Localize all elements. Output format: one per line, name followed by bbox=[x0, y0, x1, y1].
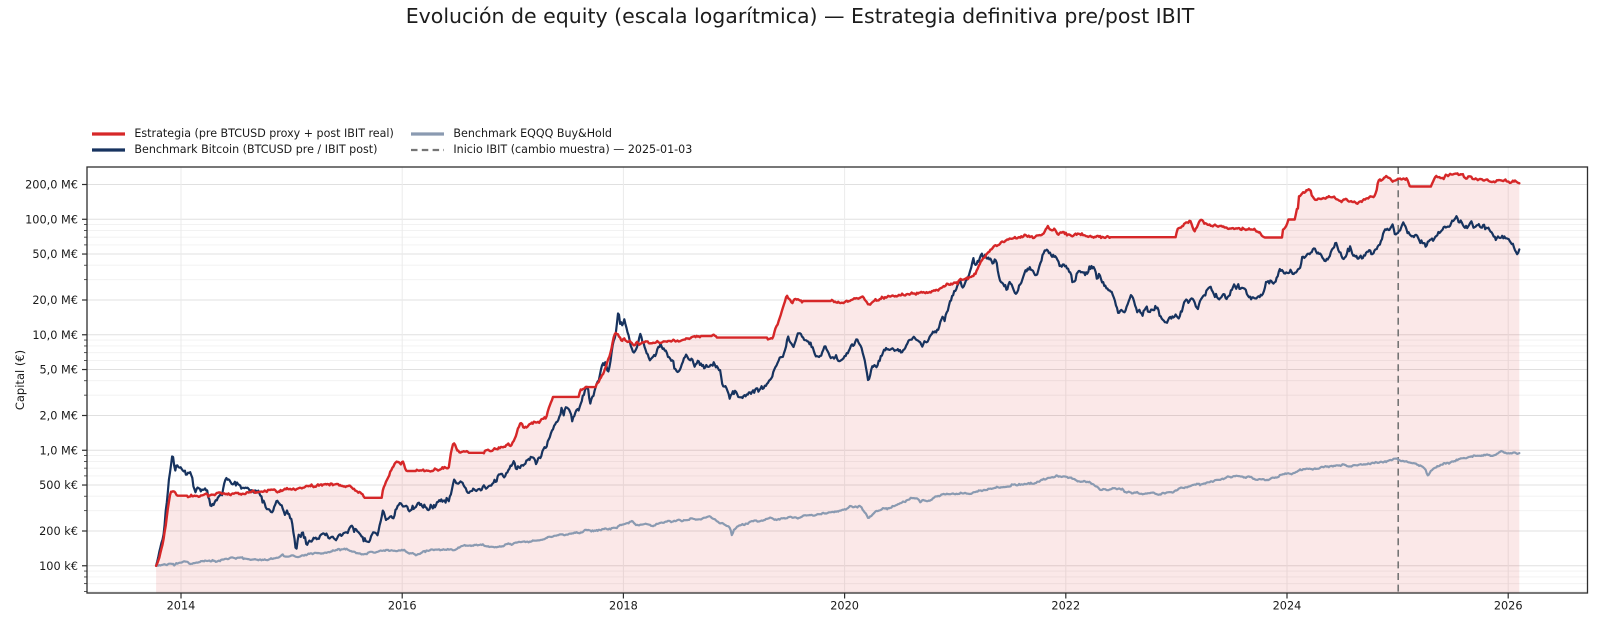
legend-item-benchmark-eqqq: Benchmark EQQQ Buy&Hold bbox=[410, 126, 692, 142]
legend-label-inicio-ibit: Inicio IBIT (cambio muestra) — 2025-01-0… bbox=[453, 143, 693, 157]
grid bbox=[87, 167, 1588, 593]
legend-line-eqqq-icon bbox=[411, 132, 444, 136]
legend-line-estrategia-icon bbox=[92, 132, 125, 136]
x-tick-label: 2022 bbox=[1051, 600, 1080, 613]
y-tick-label: 200,0 M€ bbox=[25, 179, 78, 192]
y-tick-label: 2,0 M€ bbox=[40, 410, 79, 423]
legend-label-estrategia: Estrategia (pre BTCUSD proxy + post IBIT… bbox=[134, 127, 394, 141]
x-tick-label: 2024 bbox=[1273, 600, 1302, 613]
y-tick-label: 10,0 M€ bbox=[32, 329, 78, 342]
y-tick-label: 5,0 M€ bbox=[40, 364, 79, 377]
x-tick-label: 2018 bbox=[609, 600, 638, 613]
x-tick-label: 2020 bbox=[830, 600, 859, 613]
y-tick-label: 500 k€ bbox=[39, 479, 78, 492]
legend-label-benchmark-eqqq: Benchmark EQQQ Buy&Hold bbox=[453, 127, 612, 141]
legend-item-estrategia: Estrategia (pre BTCUSD proxy + post IBIT… bbox=[91, 126, 394, 142]
legend-line-bitcoin-icon bbox=[92, 148, 125, 152]
legend-item-inicio-ibit: Inicio IBIT (cambio muestra) — 2025-01-0… bbox=[410, 142, 692, 158]
legend-dashed-line-icon bbox=[411, 148, 444, 151]
x-tick-label: 2026 bbox=[1494, 600, 1523, 613]
chart-title: Evolución de equity (escala logarítmica)… bbox=[405, 4, 1195, 28]
y-tick-label: 20,0 M€ bbox=[32, 294, 78, 307]
x-tick-label: 2016 bbox=[388, 600, 417, 613]
series-group bbox=[154, 167, 1521, 593]
series-line-1 bbox=[155, 215, 1521, 567]
series-line-0 bbox=[154, 172, 1521, 567]
y-tick-label: 100,0 M€ bbox=[25, 213, 78, 226]
axes-spines bbox=[86, 166, 1589, 594]
fill-under-strategy bbox=[156, 173, 1520, 593]
x-tick-label: 2014 bbox=[167, 600, 196, 613]
y-tick-label: 1,0 M€ bbox=[40, 444, 79, 457]
legend-label-benchmark-bitcoin: Benchmark Bitcoin (BTCUSD pre / IBIT pos… bbox=[134, 143, 378, 157]
axis-ticks: 100 k€ 200 k€ 500 k€ 1,0 M€ 2,0 M€ 5,0 M€ 10,0… bbox=[25, 179, 1522, 613]
y-tick-label: 50,0 M€ bbox=[32, 248, 78, 261]
legend-item-benchmark-bitcoin: Benchmark Bitcoin (BTCUSD pre / IBIT pos… bbox=[91, 142, 394, 158]
y-tick-label: 100 k€ bbox=[39, 560, 78, 573]
y-tick-label: 200 k€ bbox=[39, 525, 78, 538]
series-line-2 bbox=[155, 449, 1521, 567]
